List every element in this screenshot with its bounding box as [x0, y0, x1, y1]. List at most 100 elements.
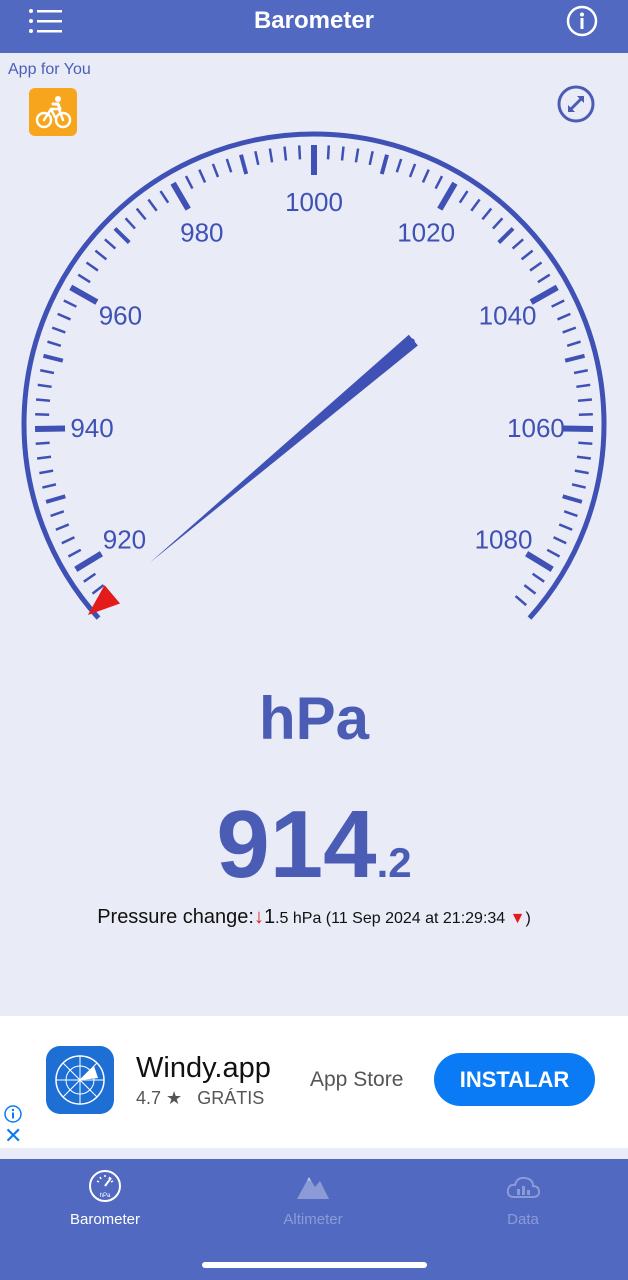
gauge-tick [564, 353, 586, 363]
tab-label-altimeter: Altimeter [283, 1211, 343, 1228]
pressure-change-close: ) [525, 910, 531, 927]
gauge-tick [546, 548, 561, 558]
gauge-tick-label: 960 [99, 300, 142, 330]
gauge-tick [34, 425, 66, 433]
expand-icon[interactable] [556, 84, 596, 124]
gauge-tick [562, 494, 583, 504]
windy-app-icon[interactable] [46, 1046, 114, 1114]
gauge-tick [326, 145, 331, 160]
gauge-tick [576, 455, 592, 460]
gauge-tick [35, 441, 50, 446]
cloud-chart-icon [506, 1176, 541, 1198]
gauge-tick [124, 217, 136, 230]
gauge-tick-label: 920 [103, 525, 146, 555]
gauge-tick [225, 158, 233, 173]
tab-data[interactable]: Data [433, 1159, 613, 1239]
tab-altimeter[interactable]: Altimeter [223, 1159, 403, 1239]
gauge-tick [368, 150, 374, 166]
barometer-icon: hPa [89, 1170, 121, 1202]
gauge-tick [511, 238, 524, 250]
gauge-tick [74, 551, 103, 572]
gauge-tick-label: 1040 [479, 300, 537, 330]
info-icon[interactable] [566, 5, 598, 37]
gauge-tick [198, 169, 207, 183]
gauge-tick [566, 340, 581, 347]
ad-banner[interactable]: Windy.app 4.7 ★ GRÁTIS App Store INSTALA… [0, 1016, 628, 1148]
gauge-tick [170, 181, 191, 211]
gauge-tick [529, 261, 543, 272]
gauge-tick [395, 158, 403, 173]
ad-rating: 4.7 ★ GRÁTIS [136, 1088, 264, 1109]
star-icon: ★ [166, 1088, 183, 1108]
gauge-tick [50, 510, 65, 518]
gauge-tick [85, 261, 99, 272]
gauge-tick [531, 572, 545, 583]
install-button[interactable]: INSTALAR [434, 1053, 595, 1106]
cyclist-app-icon[interactable] [29, 88, 77, 136]
gauge-tick [458, 190, 469, 204]
gauge-tick [571, 483, 586, 489]
app-for-you-label: App for You [8, 61, 91, 78]
down-arrow-icon: ↓ [253, 906, 264, 928]
gauge-tick [63, 299, 77, 308]
gauge-tick [35, 398, 51, 402]
gauge-tick [184, 175, 194, 190]
gauge-tick [254, 150, 260, 166]
page-title: Barometer [253, 7, 375, 34]
gauge-tick [470, 198, 481, 212]
gauge-tick [57, 312, 71, 321]
gauge-tick-label: 1060 [507, 413, 565, 443]
pressure-decimal: .2 [376, 839, 412, 886]
tab-bar: hPa Barometer Altimeter Data [0, 1159, 628, 1280]
gauge-tick [562, 326, 577, 334]
gauge-tick [283, 146, 288, 161]
gauge-tick-label: 940 [70, 413, 113, 443]
gauge-tick [529, 284, 559, 305]
top-bar: Barometer [0, 0, 628, 53]
gauge-tick [239, 154, 249, 175]
windy-logo-icon [55, 1055, 105, 1105]
gauge-tick [135, 207, 147, 221]
gauge-tick [492, 217, 504, 230]
gauge-tick [562, 425, 594, 433]
gauge-tick [574, 469, 589, 475]
gauge-tick [340, 146, 345, 161]
gauge-tick [47, 340, 62, 347]
gauge-tick-label: 1000 [285, 187, 343, 217]
gauge-tick [558, 523, 573, 531]
gauge-tick [537, 273, 551, 284]
pressure-change: Pressure change:↓1.5 hPa (11 Sep 2024 at… [0, 906, 628, 929]
menu-icon[interactable] [28, 8, 64, 36]
pressure-change-detail: .5 hPa (11 Sep 2024 at 21:29:34 [275, 910, 510, 927]
tab-barometer[interactable]: hPa Barometer [15, 1159, 195, 1239]
gauge-tick [551, 299, 565, 308]
gauge-tick [104, 238, 117, 250]
gauge-tick [514, 595, 528, 607]
gauge-tick [523, 584, 537, 595]
ad-rating-value: 4.7 [136, 1088, 162, 1108]
gauge-tick [67, 548, 82, 558]
gauge-tick [147, 198, 158, 212]
pressure-reading: 914.2 [0, 790, 628, 900]
gauge-tick [268, 148, 274, 163]
gauge-tick [37, 383, 52, 389]
gauge-tick [573, 369, 589, 375]
mountain-icon [297, 1177, 329, 1199]
gauge-tick [94, 249, 108, 261]
gauge-tick [55, 523, 70, 531]
gauge-tick [497, 227, 515, 244]
trend-down-icon: ▼ [509, 910, 526, 927]
pressure-marker-icon [87, 585, 121, 615]
gauge-tick [211, 163, 220, 178]
ad-info-icon[interactable] [3, 1104, 23, 1124]
gauge-tick [51, 326, 66, 334]
gauge-tick [553, 536, 567, 545]
gauge-tick [557, 312, 571, 321]
pressure-integer: 914 [216, 791, 377, 898]
gauge-tick [437, 181, 458, 211]
home-indicator [202, 1262, 427, 1268]
gauge-arc [21, 131, 607, 620]
close-icon[interactable]: ✕ [4, 1123, 23, 1148]
gauge-tick [434, 175, 444, 190]
gauge-tick [577, 398, 593, 402]
